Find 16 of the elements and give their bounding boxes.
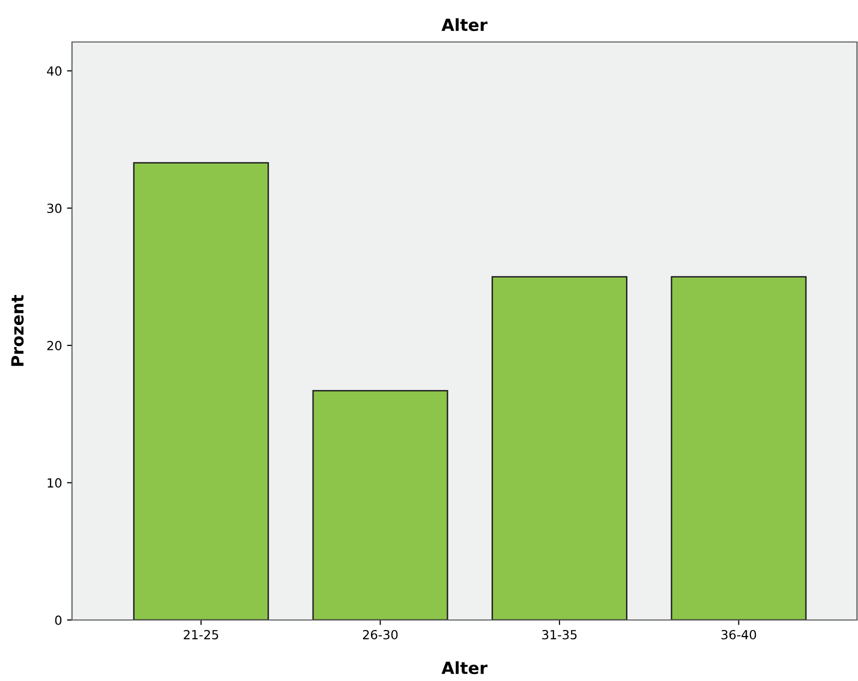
y-tick-label: 10 [48, 478, 62, 488]
x-tick-label: 31-35 [542, 630, 577, 640]
bar [312, 390, 448, 620]
y-axis-title: Prozent [11, 295, 24, 366]
y-tick-label: 30 [47, 204, 62, 214]
x-tick-label: 26-30 [363, 630, 398, 640]
y-tick-label: 0 [55, 615, 62, 625]
y-tick-label: 20 [47, 340, 62, 350]
bar [670, 276, 807, 620]
x-tick-label: 21-25 [184, 630, 218, 640]
chart-title: Alter [442, 18, 488, 32]
x-axis-title: Alter [442, 661, 488, 674]
bar [133, 162, 269, 620]
y-tick-label: 40 [46, 66, 62, 76]
x-tick-label: 36-40 [722, 630, 756, 640]
bar [492, 276, 628, 620]
